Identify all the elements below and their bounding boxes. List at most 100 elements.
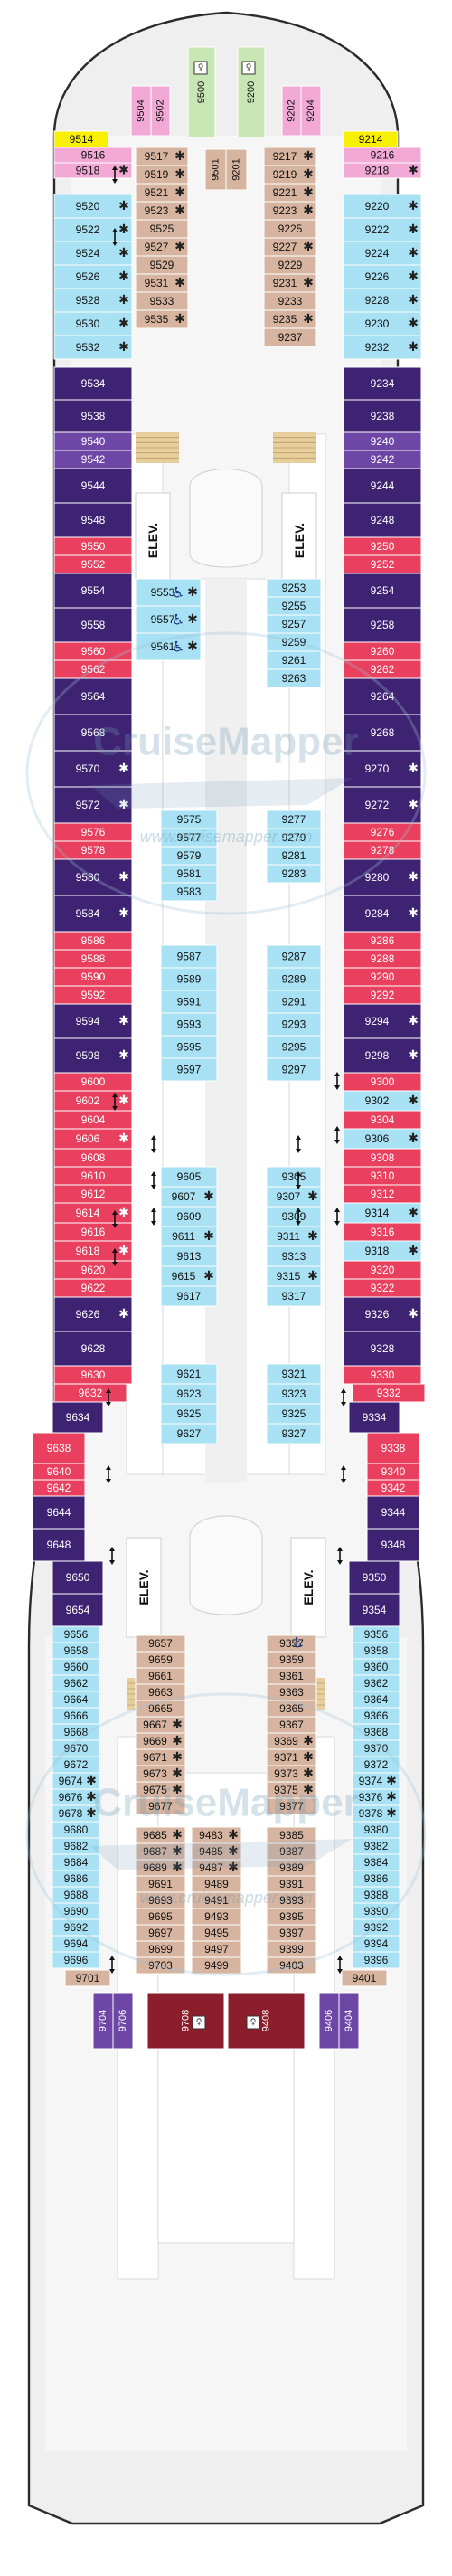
balcony-star-icon: ✱ — [118, 164, 129, 178]
cabin-9334 — [348, 1401, 400, 1434]
cabin-number: 9519 — [145, 168, 169, 181]
cabin-number: 9384 — [364, 1856, 389, 1869]
elevator-label: ELEV. — [301, 1569, 315, 1605]
cabin-number: 9217 — [273, 150, 297, 163]
cabin-9528 — [53, 288, 133, 313]
cabin-number: 9360 — [364, 1661, 389, 1673]
cabin-number: 9293 — [282, 1018, 306, 1031]
cabin-number: 9225 — [278, 223, 303, 235]
cabin-number: 9533 — [150, 295, 174, 308]
balcony-star-icon: ✱ — [408, 317, 419, 331]
cabin-number: 9591 — [177, 996, 202, 1009]
cabin-number: 9372 — [364, 1758, 389, 1771]
cabin-number: 9403 — [279, 1959, 304, 1972]
cabin-number: 9628 — [81, 1342, 106, 1355]
balcony-star-icon: ✱ — [303, 1783, 314, 1797]
cabin-9570 — [53, 750, 133, 788]
cabin-9295 — [266, 1035, 322, 1059]
cabin-number: 9521 — [145, 186, 169, 199]
watermark-ship — [90, 1839, 353, 1870]
balcony-star-icon: ✱ — [172, 1718, 183, 1732]
balcony-star-icon: ✱ — [118, 199, 129, 213]
wheelchair-icon: ♿ — [172, 584, 184, 601]
cabin-number: 9626 — [76, 1308, 100, 1321]
balcony-star-icon: ✱ — [303, 1750, 314, 1765]
cabin-9270 — [343, 750, 422, 788]
cabin-9264 — [343, 677, 422, 715]
cabin-number: 9696 — [64, 1954, 89, 1966]
restroom-icon: ♀ — [246, 63, 252, 72]
cabin-number: 9497 — [204, 1943, 229, 1956]
cabin-number: 9638 — [47, 1442, 71, 1454]
cabin-number: 9389 — [279, 1861, 304, 1874]
cabin-number: 9577 — [177, 831, 202, 844]
cabin-number: 9514 — [70, 133, 94, 146]
cabin-number: 9270 — [365, 762, 390, 775]
cabin-9408 — [227, 1992, 306, 2050]
cabin-9344 — [366, 1495, 420, 1530]
cabin-number: 9604 — [81, 1113, 106, 1126]
restroom-icon — [246, 2015, 260, 2030]
cabin-9701 — [64, 1969, 111, 1987]
balcony-star-icon: ✱ — [172, 1766, 183, 1781]
cabin-number: 9520 — [76, 200, 100, 213]
cabin-9328 — [343, 1331, 422, 1367]
cabin-number: 9375 — [274, 1784, 298, 1796]
balcony-star-icon: ✱ — [172, 1783, 183, 1797]
cabin-9558 — [53, 607, 133, 643]
connecting-door-arrow-icon — [334, 1126, 340, 1144]
cabin-number: 9671 — [143, 1751, 167, 1764]
cabin-number: 9529 — [150, 259, 174, 271]
cabin-number: 9302 — [365, 1094, 390, 1107]
cabin-number: 9668 — [64, 1726, 89, 1738]
balcony-star-icon: ✱ — [118, 798, 129, 812]
cabin-number: 9263 — [282, 672, 306, 685]
cabin-9597 — [160, 1057, 218, 1082]
cabin-9634 — [52, 1401, 104, 1434]
cabin-9593 — [160, 1012, 218, 1037]
balcony-star-icon: ✱ — [118, 1206, 129, 1220]
balcony-star-icon: ✱ — [118, 317, 129, 331]
cabin-number: 9500 — [196, 81, 207, 103]
balcony-star-icon: ✱ — [408, 870, 419, 885]
cabin-number: 9658 — [64, 1644, 89, 1657]
balcony-star-icon: ✱ — [408, 270, 419, 284]
cabin-9317 — [266, 1285, 322, 1307]
cabin-number: 9327 — [282, 1427, 306, 1440]
balcony-star-icon: ✱ — [303, 240, 314, 254]
balcony-star-icon: ✱ — [86, 1790, 97, 1804]
cabin-number: 9313 — [282, 1250, 306, 1263]
cabin-9327 — [266, 1423, 322, 1444]
cabin-9268 — [343, 714, 422, 752]
cabin-number: 9594 — [76, 1015, 100, 1028]
cabin-number: 9220 — [365, 200, 390, 213]
balcony-star-icon: ✱ — [228, 1844, 239, 1859]
cabin-number: 9699 — [148, 1943, 173, 1956]
cabin-number: 9404 — [344, 2010, 354, 2031]
balcony-star-icon: ✱ — [303, 276, 314, 290]
cabin-number: 9648 — [47, 1539, 71, 1551]
cabin-number: 9575 — [177, 813, 202, 826]
cabin-number: 9657 — [148, 1637, 173, 1650]
cabin-9617 — [160, 1285, 218, 1307]
balcony-star-icon: ✱ — [303, 1734, 314, 1748]
cabin-number: 9611 — [172, 1230, 195, 1243]
cabin-9518 — [53, 162, 133, 179]
cabin-number: 9338 — [381, 1442, 406, 1454]
cabin-number: 9677 — [148, 1800, 173, 1813]
elevator-shaft — [290, 1537, 326, 1638]
balcony-star-icon: ✱ — [408, 293, 419, 308]
connecting-door-arrow-icon — [334, 1208, 340, 1226]
connecting-door-arrow-icon — [112, 1093, 118, 1111]
cabin-9338 — [366, 1432, 420, 1464]
cabin-number: 9323 — [282, 1387, 306, 1400]
cabin-9677 — [135, 1797, 186, 1815]
cabin-number: 9226 — [365, 270, 390, 283]
cabin-number: 9362 — [364, 1677, 389, 1690]
cabin-number: 9659 — [148, 1653, 173, 1666]
cabin-9708 — [146, 1992, 225, 2050]
connecting-door-arrow-icon — [337, 1547, 343, 1565]
cabin-9650 — [52, 1560, 104, 1595]
cabin-number: 9216 — [371, 149, 395, 162]
cabin-9628 — [53, 1331, 133, 1367]
